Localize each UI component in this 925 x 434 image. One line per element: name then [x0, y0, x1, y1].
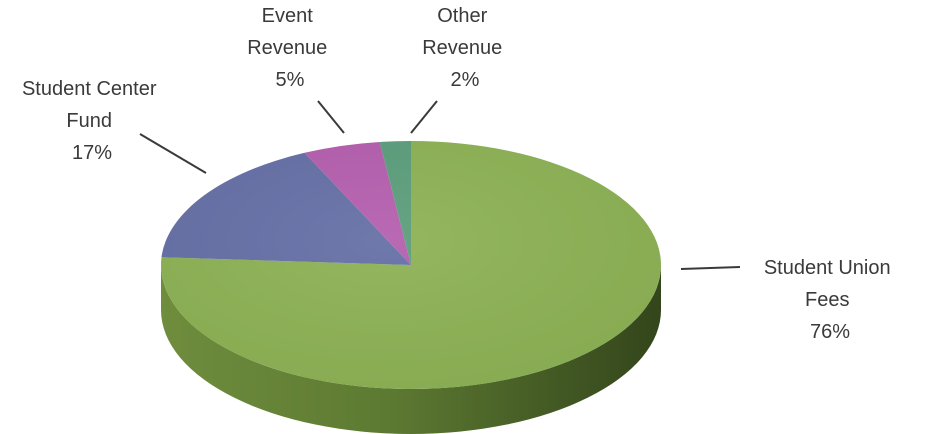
leader-line-student-center-fund: [140, 134, 206, 173]
slice-label-event-revenue: Event Revenue 5%: [247, 5, 333, 91]
pie-slices: [161, 141, 661, 389]
leader-line-event-revenue: [318, 101, 344, 133]
slice-label-student-center-fund: Student Center Fund 17%: [22, 78, 162, 164]
leader-line-other-revenue: [411, 101, 437, 133]
leader-line-student-union-fees: [681, 267, 740, 269]
slice-label-other-revenue: Other Revenue 2%: [422, 5, 508, 91]
slice-label-student-union-fees: Student Union Fees 76%: [764, 257, 896, 343]
